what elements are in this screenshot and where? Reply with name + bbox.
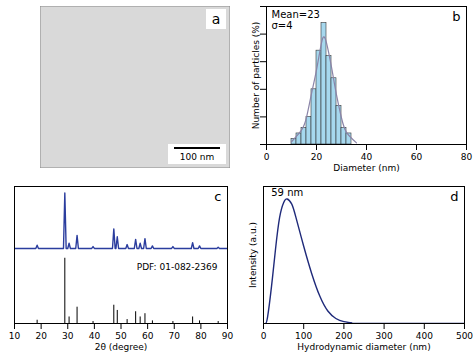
svg-text:60: 60 [411,152,423,162]
svg-text:90: 90 [222,331,234,341]
svg-text:2θ (degree): 2θ (degree) [95,342,148,352]
svg-text:b: b [452,9,460,24]
svg-text:100: 100 [295,331,312,341]
svg-text:0: 0 [264,152,270,162]
svg-text:d: d [450,189,458,204]
svg-text:50: 50 [115,331,127,341]
svg-text:40: 40 [361,152,373,162]
svg-text:20: 20 [311,152,323,162]
svg-text:Hydrodynamic diameter (nm): Hydrodynamic diameter (nm) [297,342,430,352]
svg-text:60: 60 [142,331,154,341]
svg-text:Number of particles (%): Number of particles (%) [251,22,261,130]
svg-text:400: 400 [416,331,433,341]
svg-text:Mean=23: Mean=23 [272,9,320,20]
svg-text:Intensity (a.u.): Intensity (a.u.) [248,222,258,288]
svg-text:30: 30 [62,331,74,341]
svg-text:40: 40 [89,331,101,341]
svg-text:PDF: 01-082-2369: PDF: 01-082-2369 [137,262,218,272]
svg-text:500: 500 [456,331,473,341]
svg-text:80: 80 [461,152,473,162]
svg-text:80: 80 [195,331,207,341]
svg-text:200: 200 [335,331,352,341]
svg-text:10: 10 [9,331,21,341]
svg-text:a: a [212,11,221,27]
svg-text:σ=4: σ=4 [272,20,293,31]
svg-text:59 nm: 59 nm [271,187,303,198]
svg-text:20: 20 [35,331,47,341]
svg-text:100 nm: 100 nm [180,152,215,162]
svg-text:300: 300 [376,331,393,341]
svg-text:Diameter (nm): Diameter (nm) [333,163,399,173]
svg-text:c: c [214,189,221,204]
svg-text:0: 0 [261,331,267,341]
svg-text:70: 70 [169,331,181,341]
